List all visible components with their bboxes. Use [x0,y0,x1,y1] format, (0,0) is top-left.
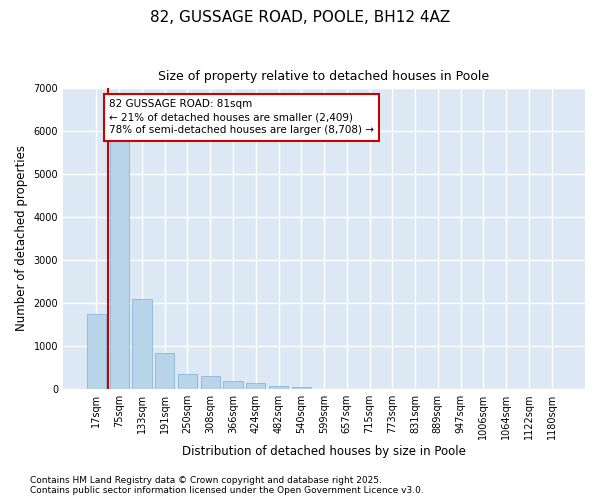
Bar [246,384,265,388]
Y-axis label: Number of detached properties: Number of detached properties [15,146,28,332]
Bar [132,298,152,388]
X-axis label: Distribution of detached houses by size in Poole: Distribution of detached houses by size … [182,444,466,458]
Bar [269,386,288,388]
Text: 82, GUSSAGE ROAD, POOLE, BH12 4AZ: 82, GUSSAGE ROAD, POOLE, BH12 4AZ [150,10,450,25]
Title: Size of property relative to detached houses in Poole: Size of property relative to detached ho… [158,70,490,83]
Bar [223,382,242,388]
Bar [87,314,106,388]
Bar [200,376,220,388]
Text: Contains HM Land Registry data © Crown copyright and database right 2025.
Contai: Contains HM Land Registry data © Crown c… [30,476,424,495]
Bar [178,374,197,388]
Bar [110,134,129,388]
Bar [155,353,175,388]
Text: 82 GUSSAGE ROAD: 81sqm
← 21% of detached houses are smaller (2,409)
78% of semi-: 82 GUSSAGE ROAD: 81sqm ← 21% of detached… [109,99,374,136]
